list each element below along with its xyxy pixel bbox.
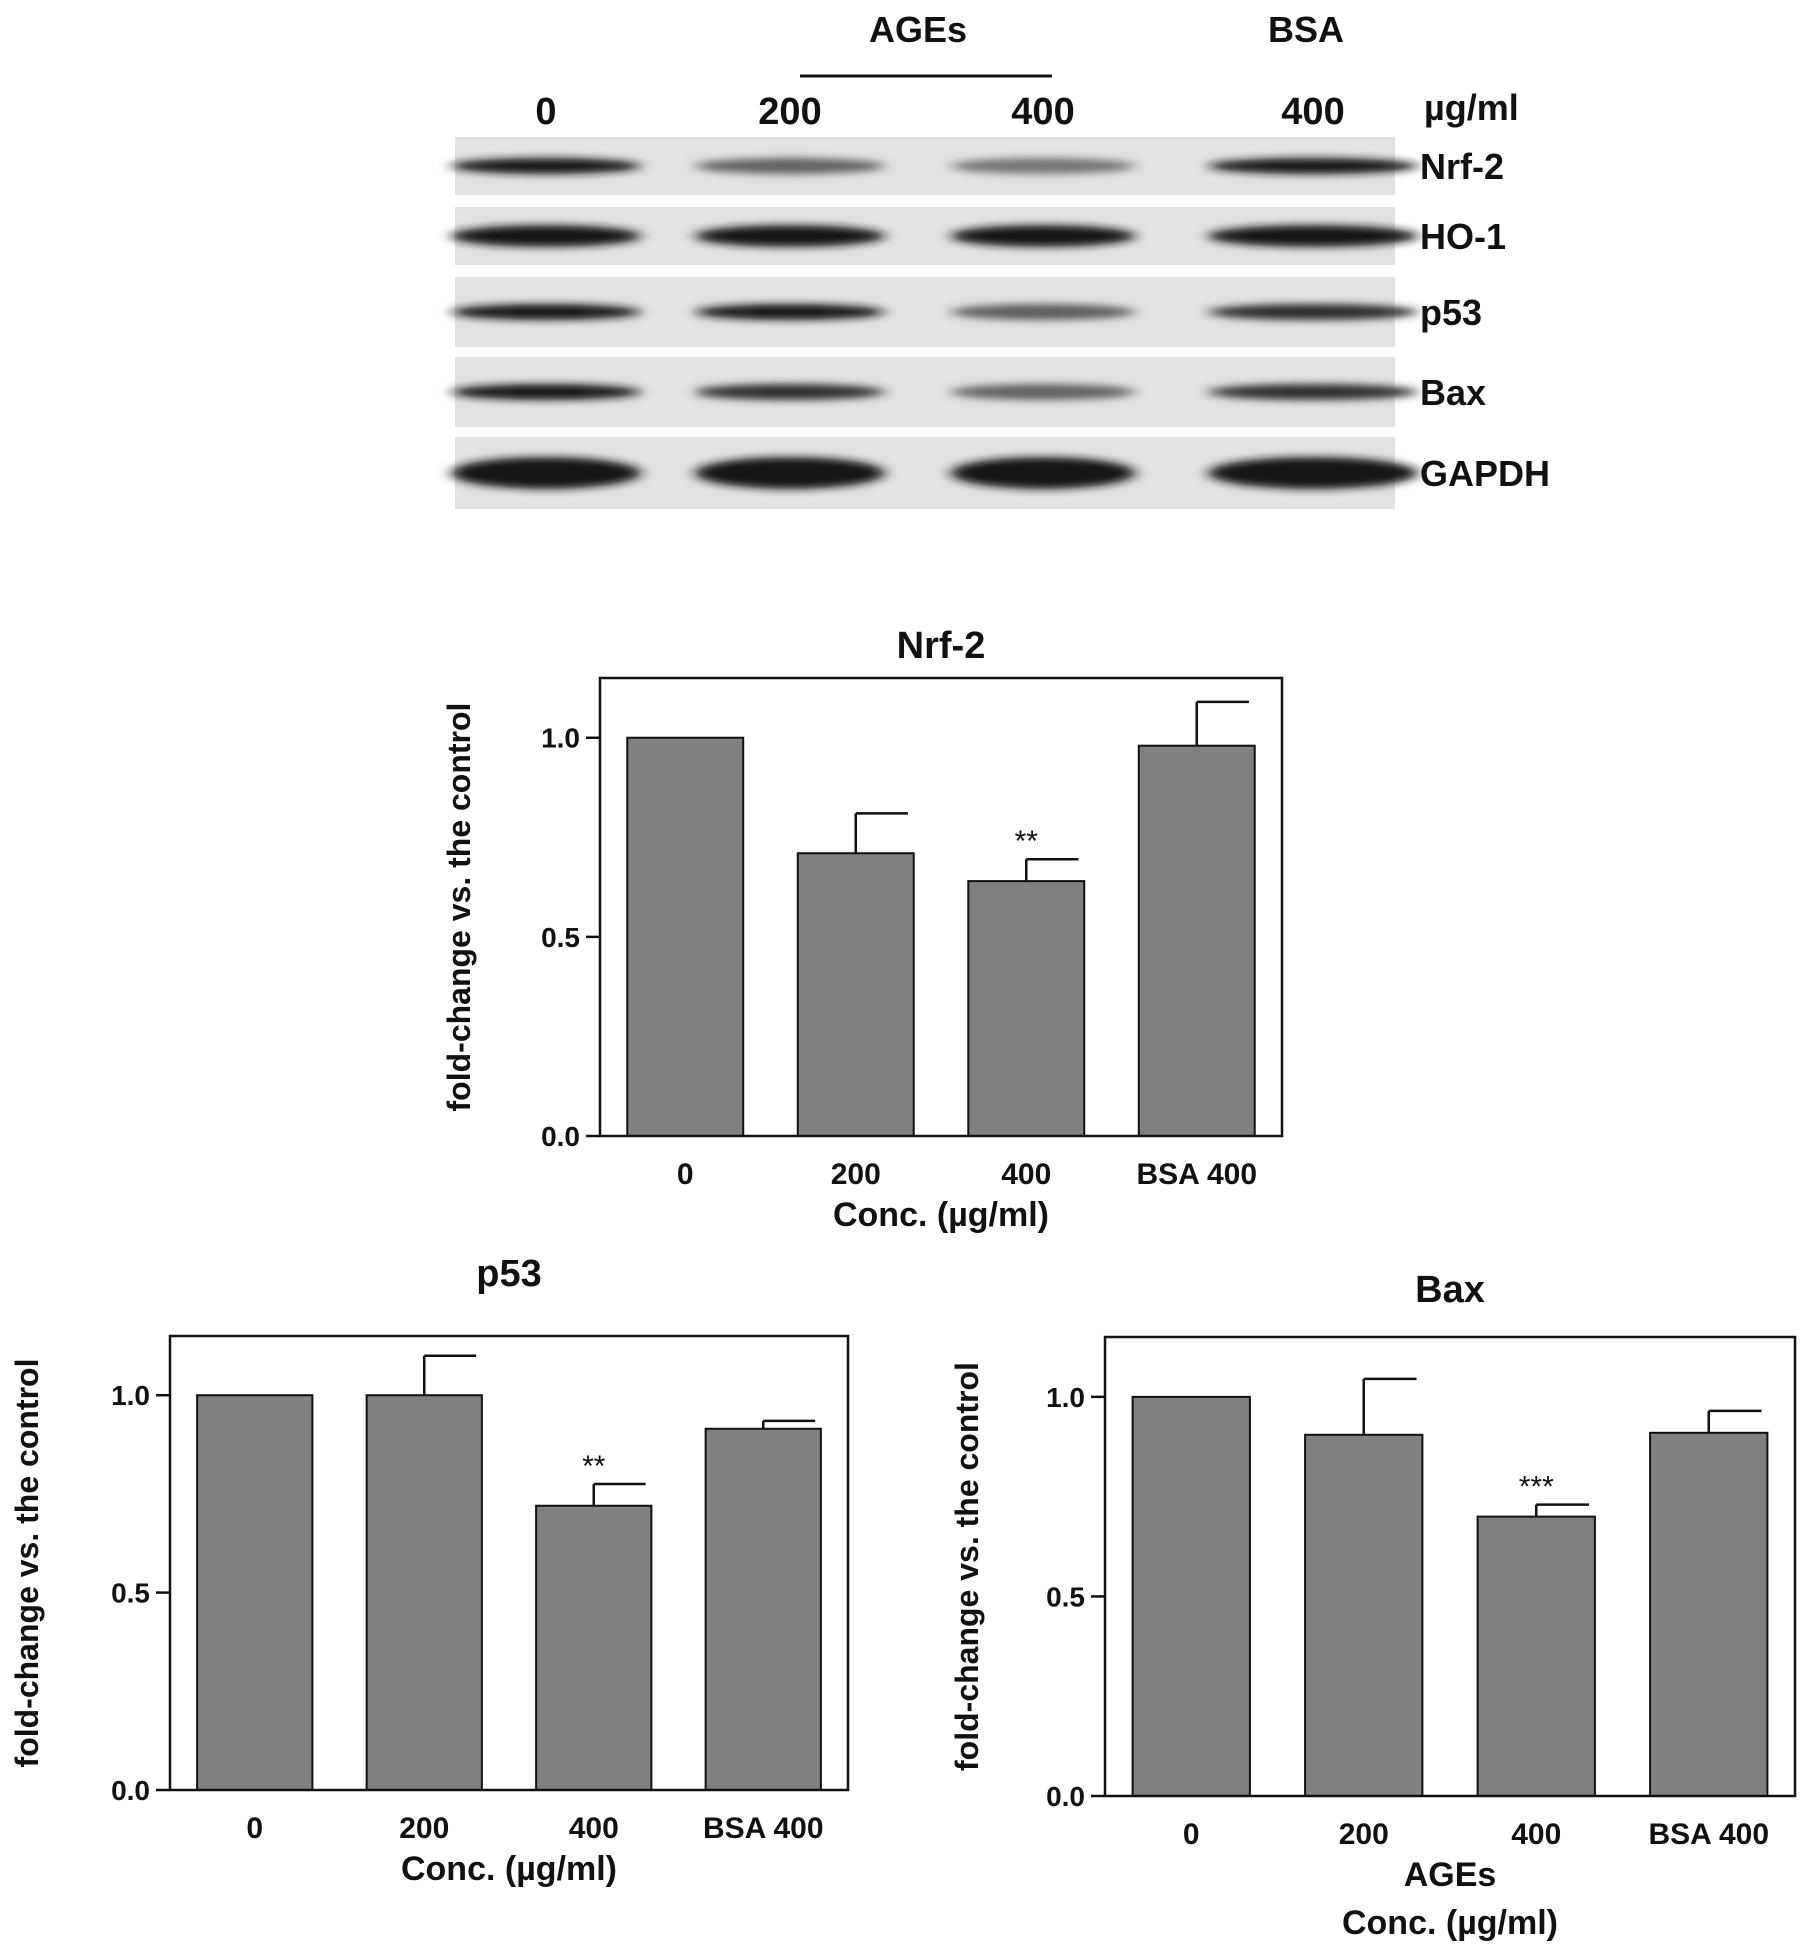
blot-band [1208,384,1418,400]
blot-row-label: HO-1 [1420,216,1506,257]
bar [967,880,1086,1137]
bar [535,1504,653,1791]
blot-strips: Nrf-2 HO-1 p53 Bax GAPDH [451,137,1550,509]
plot-frame [168,1334,850,1792]
y-tick-label: 0.5 [541,922,580,953]
y-tick-label: 0.0 [111,1775,150,1806]
blot-band [695,158,885,174]
blot-row-label: Bax [1420,372,1486,413]
bsa-header-label: BSA [1268,9,1344,50]
bar [365,1394,483,1792]
x-tick-label: 0 [246,1812,263,1845]
blot-band [451,457,641,489]
lane-label-4: 400 [1281,91,1344,133]
x-tick-label: 400 [1511,1818,1561,1851]
plot-frame [1103,1335,1797,1798]
chart-title: Nrf-2 [897,625,986,667]
blot-band [1208,225,1418,247]
x-axis-label: Conc. (µg/ml) [833,1196,1049,1234]
lane-label-1: 0 [535,91,556,133]
y-tick-label: 0.5 [111,1578,150,1609]
blot-band [451,304,641,320]
x-axis-label: Conc. (µg/ml) [401,1850,617,1888]
x-tick-label: BSA 400 [1136,1158,1257,1191]
x-axis-label: AGEs [1404,1856,1497,1894]
y-axis-label: fold-change vs. the control [949,1362,985,1771]
blot-band [1208,457,1418,489]
blot-band [695,225,885,247]
blot-band [695,304,885,320]
lane-label-2: 200 [758,91,821,133]
unit-label: µg/ml [1424,87,1519,128]
blot-band [695,384,885,400]
blot-band [695,457,885,489]
x-tick-label: BSA 400 [703,1812,824,1845]
y-tick-label: 1.0 [111,1380,150,1411]
chart-title: p53 [476,1253,541,1295]
western-blot-panel: AGEs BSA 0 200 400 400 µg/ml Nrf-2 HO-1 p5… [451,9,1550,509]
y-tick-label: 0.5 [1046,1581,1085,1612]
blot-band [451,384,641,400]
y-tick-label: 0.0 [541,1121,580,1152]
x-tick-label: 200 [399,1812,449,1845]
bar [1304,1433,1424,1798]
x-tick-label: 0 [677,1158,694,1191]
bar [626,736,745,1137]
plot-frame [598,676,1284,1138]
bar [796,852,915,1138]
x-tick-label: 0 [1183,1818,1200,1851]
x-tick-label: 400 [1001,1158,1051,1191]
bar [196,1394,314,1792]
blot-row-label: p53 [1420,292,1482,333]
x-axis-label-2: Conc. (µg/ml) [1342,1904,1558,1942]
blot-band [950,384,1136,400]
y-axis-label: fold-change vs. the control [9,1359,45,1768]
blot-band [950,225,1136,247]
blot-band [451,158,641,174]
y-tick-label: 0.0 [1046,1781,1085,1812]
y-tick-label: 1.0 [541,723,580,754]
x-tick-label: 200 [1339,1818,1389,1851]
blot-row-label: Nrf-2 [1420,146,1504,187]
blot-band [451,225,641,247]
blot-band [1208,158,1418,174]
x-tick-label: 400 [569,1812,619,1845]
chart-title: Bax [1415,1269,1485,1311]
lane-label-3: 400 [1011,91,1074,133]
bar [1137,744,1256,1137]
blot-band [950,457,1136,489]
blot-row-label: GAPDH [1420,453,1550,494]
bar [1649,1431,1769,1797]
bar [1131,1395,1251,1797]
significance-label: *** [1519,1471,1554,1504]
significance-label: ** [582,1450,606,1483]
bar [704,1427,822,1791]
ages-header-label: AGEs [869,9,967,50]
bar [1476,1515,1596,1797]
y-tick-label: 1.0 [1046,1382,1085,1413]
blot-band [950,158,1136,174]
blot-band [950,304,1136,320]
x-tick-label: BSA 400 [1648,1818,1769,1851]
blot-band [1208,304,1418,320]
y-axis-label: fold-change vs. the control [441,703,477,1112]
x-tick-label: 200 [831,1158,881,1191]
significance-label: ** [1015,825,1039,858]
